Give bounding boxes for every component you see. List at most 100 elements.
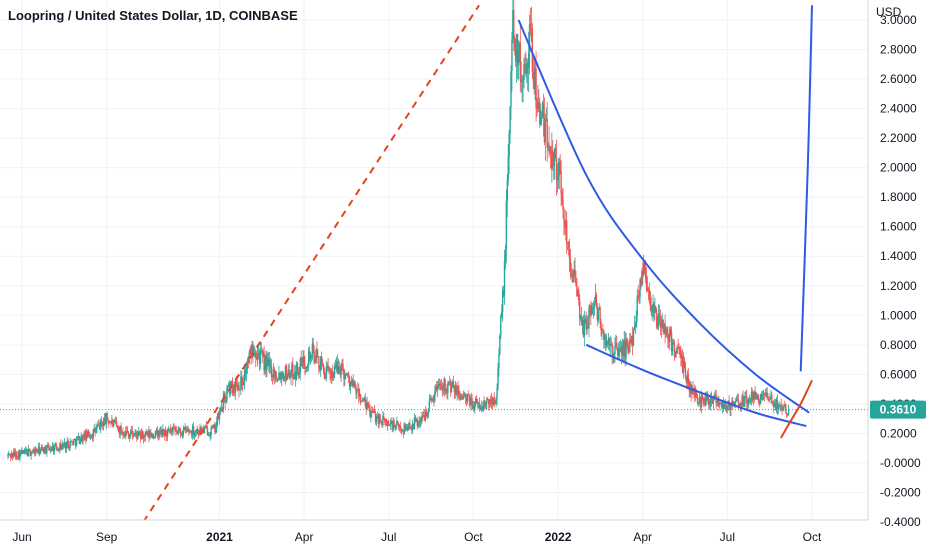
candle[interactable] — [404, 423, 406, 432]
candle[interactable] — [436, 380, 438, 392]
candle[interactable] — [68, 445, 70, 451]
candle[interactable] — [204, 424, 207, 429]
candle[interactable] — [669, 326, 672, 337]
candle[interactable] — [463, 392, 466, 397]
candle[interactable] — [26, 448, 29, 457]
candle[interactable] — [240, 370, 242, 396]
candle[interactable] — [40, 444, 43, 452]
candle[interactable] — [280, 370, 282, 384]
candle[interactable] — [195, 428, 198, 436]
candlestick-series[interactable] — [0, 0, 868, 462]
candle[interactable] — [23, 448, 26, 455]
candle[interactable] — [164, 426, 167, 437]
candle[interactable] — [308, 346, 311, 363]
candle[interactable] — [94, 427, 96, 437]
candle[interactable] — [332, 364, 334, 382]
candle[interactable] — [464, 392, 467, 405]
candle[interactable] — [63, 438, 66, 448]
candle[interactable] — [71, 439, 73, 443]
candle[interactable] — [208, 432, 211, 438]
candle[interactable] — [48, 442, 50, 451]
candle[interactable] — [649, 290, 651, 311]
candle[interactable] — [532, 56, 534, 90]
candle[interactable] — [45, 445, 47, 455]
candle[interactable] — [501, 286, 504, 322]
candle[interactable] — [565, 209, 567, 241]
candle[interactable] — [75, 436, 78, 448]
candle[interactable] — [544, 113, 547, 161]
candle[interactable] — [474, 400, 476, 414]
candle[interactable] — [246, 357, 249, 374]
candle[interactable] — [541, 101, 544, 119]
candle[interactable] — [100, 418, 102, 434]
candle[interactable] — [363, 396, 366, 402]
candle[interactable] — [630, 333, 632, 344]
candle[interactable] — [357, 382, 359, 391]
candle[interactable] — [710, 391, 713, 407]
candle[interactable] — [681, 350, 683, 367]
candle[interactable] — [420, 417, 422, 427]
candle[interactable] — [60, 439, 62, 451]
candle[interactable] — [225, 396, 227, 403]
candle[interactable] — [509, 106, 511, 144]
candle[interactable] — [358, 383, 360, 404]
candle[interactable] — [436, 381, 439, 398]
candle[interactable] — [462, 393, 464, 401]
candle[interactable] — [596, 303, 599, 327]
candle[interactable] — [24, 446, 27, 455]
candle[interactable] — [53, 444, 56, 455]
candle[interactable] — [725, 402, 728, 413]
candle[interactable] — [311, 337, 314, 361]
candle[interactable] — [600, 318, 602, 337]
candle[interactable] — [224, 391, 226, 409]
candle[interactable] — [301, 356, 303, 369]
candle[interactable] — [775, 396, 778, 414]
candle[interactable] — [362, 397, 365, 403]
candle[interactable] — [634, 321, 637, 334]
candle[interactable] — [11, 452, 14, 461]
candle[interactable] — [500, 314, 502, 340]
candle[interactable] — [615, 334, 617, 348]
candle[interactable] — [527, 58, 529, 91]
candle[interactable] — [429, 394, 431, 401]
candle[interactable] — [425, 408, 428, 417]
candle[interactable] — [214, 421, 216, 435]
candle[interactable] — [365, 399, 367, 415]
candle[interactable] — [318, 355, 320, 375]
candle[interactable] — [287, 364, 289, 378]
candle[interactable] — [553, 152, 555, 181]
candle[interactable] — [498, 347, 500, 377]
candle[interactable] — [153, 436, 156, 439]
candle[interactable] — [558, 157, 560, 190]
candle[interactable] — [400, 427, 403, 435]
candle[interactable] — [278, 365, 280, 381]
candle[interactable] — [292, 357, 294, 386]
candle[interactable] — [44, 445, 46, 454]
candle[interactable] — [165, 429, 168, 442]
candle[interactable] — [551, 132, 553, 183]
candle[interactable] — [341, 359, 343, 371]
candle[interactable] — [220, 401, 223, 413]
candle[interactable] — [598, 303, 600, 310]
candle[interactable] — [378, 412, 380, 428]
candle[interactable] — [557, 158, 560, 189]
candle[interactable] — [271, 374, 274, 385]
candle[interactable] — [393, 418, 395, 428]
candle[interactable] — [333, 372, 335, 381]
candle[interactable] — [135, 429, 137, 438]
blue-vertical-projection[interactable] — [799, 5, 813, 372]
candle[interactable] — [130, 426, 133, 434]
candle[interactable] — [131, 425, 133, 440]
candle[interactable] — [627, 338, 629, 355]
candle[interactable] — [210, 425, 212, 439]
candle[interactable] — [347, 371, 350, 383]
candle[interactable] — [780, 398, 782, 412]
candle[interactable] — [277, 378, 279, 383]
candle[interactable] — [8, 450, 10, 458]
candle[interactable] — [322, 363, 325, 375]
candle[interactable] — [310, 353, 313, 363]
candle[interactable] — [374, 410, 377, 425]
candle[interactable] — [384, 418, 387, 427]
candle[interactable] — [763, 392, 766, 402]
